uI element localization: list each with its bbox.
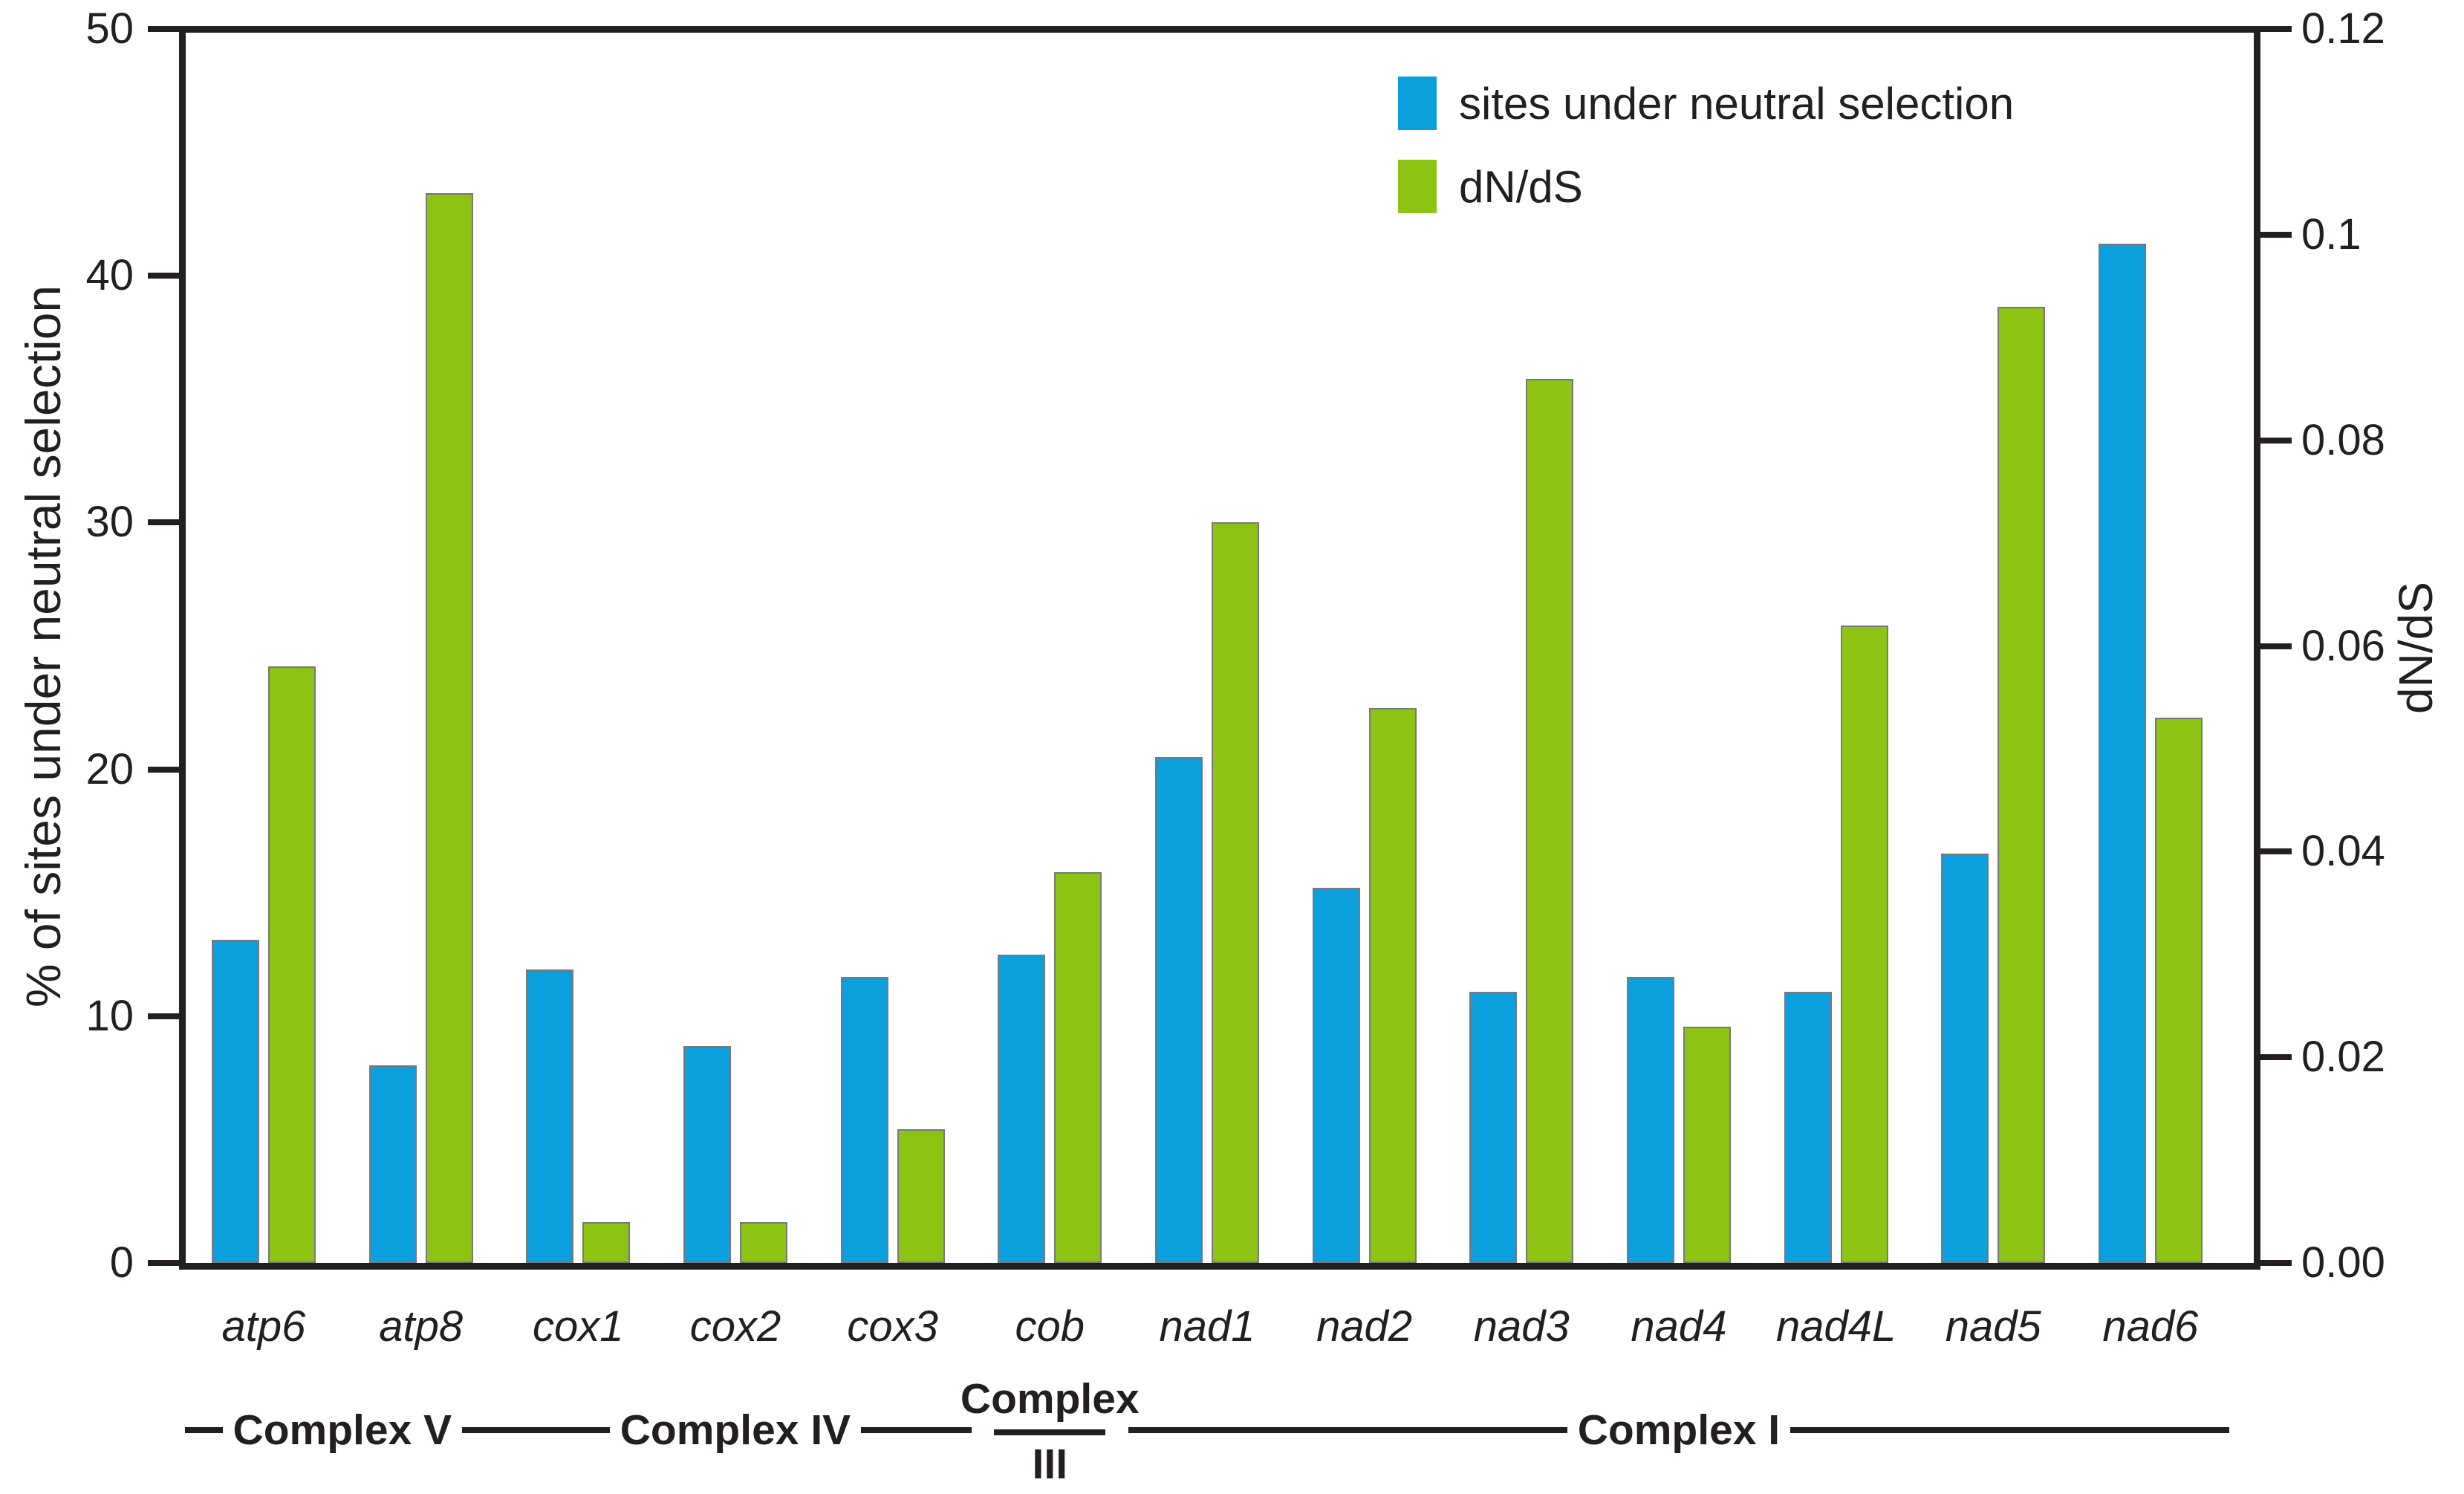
gene-label-nad6: nad6	[2102, 1302, 2199, 1351]
complex-group-complex-iii: Complex III	[938, 1374, 1161, 1489]
bar-cox3-neutral	[840, 976, 888, 1263]
right-tick-mark	[2257, 1260, 2292, 1266]
blue-square-swatch	[1398, 77, 1437, 130]
bar-atp6-neutral	[212, 939, 259, 1263]
complex-label-line2: III	[1032, 1441, 1068, 1488]
right-tick-label: 0.02	[2301, 1033, 2385, 1082]
right-tick-mark	[2257, 437, 2292, 444]
complex-group-complex-i: Complex I	[1128, 1403, 2229, 1458]
gene-label-nad2: nad2	[1316, 1302, 1413, 1351]
legend-item: sites under neutral selection	[1398, 77, 2014, 130]
left-tick-label: 30	[85, 498, 134, 547]
legend: sites under neutral selection dN/dS	[1398, 77, 2014, 243]
left-tick-label: 10	[85, 991, 134, 1040]
gene-label-cox1: cox1	[533, 1302, 624, 1351]
bar-atp8-neutral	[368, 1065, 417, 1263]
bar-atp6-dnds	[268, 666, 316, 1263]
gene-label-nad4: nad4	[1631, 1302, 1727, 1351]
complex-group-rule	[994, 1429, 1106, 1435]
gene-label-nad4L: nad4L	[1775, 1302, 1896, 1351]
complex-group-rule-right	[462, 1427, 500, 1433]
right-y-axis-line	[2254, 26, 2260, 1270]
bar-cox3-dnds	[897, 1129, 945, 1263]
bar-cox1-neutral	[526, 969, 574, 1263]
left-tick-mark	[148, 519, 182, 526]
complex-group-rule-left	[499, 1427, 610, 1433]
complex-group-label: Complex V	[233, 1406, 452, 1454]
left-tick-mark	[148, 1013, 182, 1019]
bar-atp8-dnds	[425, 193, 473, 1263]
legend-item-label: sites under neutral selection	[1459, 78, 2015, 129]
bar-nad4L-dnds	[1840, 625, 1888, 1263]
right-tick-mark	[2257, 643, 2292, 649]
left-y-axis-title: % of sites under neutral selection	[16, 285, 71, 1008]
bar-cob-dnds	[1054, 872, 1102, 1263]
bar-nad6-dnds	[2154, 718, 2203, 1263]
bar-nad3-neutral	[1469, 991, 1518, 1263]
bar-nad3-dnds	[1526, 378, 1574, 1263]
right-tick-mark	[2257, 1054, 2292, 1061]
bar-nad4-dnds	[1683, 1026, 1731, 1263]
right-tick-label: 0.1	[2301, 210, 2361, 259]
complex-group-rule-right	[1790, 1427, 2229, 1433]
left-tick-label: 50	[85, 4, 134, 53]
left-tick-label: 0	[109, 1238, 134, 1287]
right-tick-label: 0.00	[2301, 1238, 2385, 1287]
left-tick-mark	[148, 766, 182, 773]
gene-label-nad3: nad3	[1473, 1302, 1570, 1351]
right-tick-label: 0.12	[2301, 4, 2385, 53]
x-axis-line	[179, 1263, 2260, 1270]
bar-nad5-neutral	[1941, 853, 1989, 1263]
complex-group-complex-v: Complex V	[185, 1403, 500, 1458]
gene-label-cob: cob	[1015, 1302, 1085, 1351]
bar-cox2-dnds	[739, 1221, 787, 1263]
legend-item: dN/dS	[1398, 160, 2014, 213]
right-tick-mark	[2257, 848, 2292, 855]
left-tick-mark	[148, 26, 182, 32]
bar-nad1-neutral	[1154, 756, 1203, 1263]
bar-nad1-dnds	[1211, 522, 1259, 1263]
bar-nad2-dnds	[1368, 707, 1417, 1263]
gene-label-cox3: cox3	[847, 1302, 938, 1351]
complex-group-rule-left	[185, 1427, 223, 1433]
complex-group-label: Complex IV	[620, 1406, 851, 1454]
bar-cob-neutral	[998, 954, 1046, 1263]
left-y-axis-line	[179, 26, 186, 1270]
complex-group-label: Complex I	[1577, 1406, 1781, 1454]
right-tick-mark	[2257, 231, 2292, 238]
left-tick-label: 40	[85, 251, 134, 300]
gene-label-atp8: atp8	[379, 1302, 464, 1351]
complex-group-rule-right	[861, 1427, 972, 1433]
left-tick-mark	[148, 1260, 182, 1266]
bar-nad5-dnds	[1997, 306, 2046, 1263]
bar-nad4L-neutral	[1784, 991, 1832, 1263]
right-tick-mark	[2257, 26, 2292, 32]
gene-label-nad1: nad1	[1159, 1302, 1255, 1351]
gene-label-nad5: nad5	[1945, 1302, 2041, 1351]
complex-label-line1: Complex	[960, 1375, 1140, 1423]
bar-cox2-neutral	[683, 1045, 731, 1263]
right-tick-label: 0.06	[2301, 621, 2385, 670]
right-tick-label: 0.08	[2301, 415, 2385, 464]
left-tick-label: 20	[85, 744, 134, 793]
left-tick-mark	[148, 273, 182, 279]
green-square-swatch	[1398, 160, 1437, 213]
gene-label-atp6: atp6	[221, 1302, 306, 1351]
bar-nad6-neutral	[2098, 244, 2146, 1263]
bar-nad4-neutral	[1626, 976, 1674, 1263]
complex-group-complex-iv: Complex IV	[499, 1403, 972, 1458]
right-tick-label: 0.04	[2301, 827, 2385, 876]
bar-nad2-neutral	[1312, 888, 1360, 1263]
legend-item-label: dN/dS	[1459, 161, 1583, 212]
complex-group-rule-left	[1128, 1427, 1567, 1433]
right-y-axis-title: dN/dS	[2389, 582, 2442, 714]
bar-cox1-dnds	[582, 1221, 631, 1263]
plot-top-border	[179, 26, 2260, 33]
gene-label-cox2: cox2	[689, 1302, 781, 1351]
